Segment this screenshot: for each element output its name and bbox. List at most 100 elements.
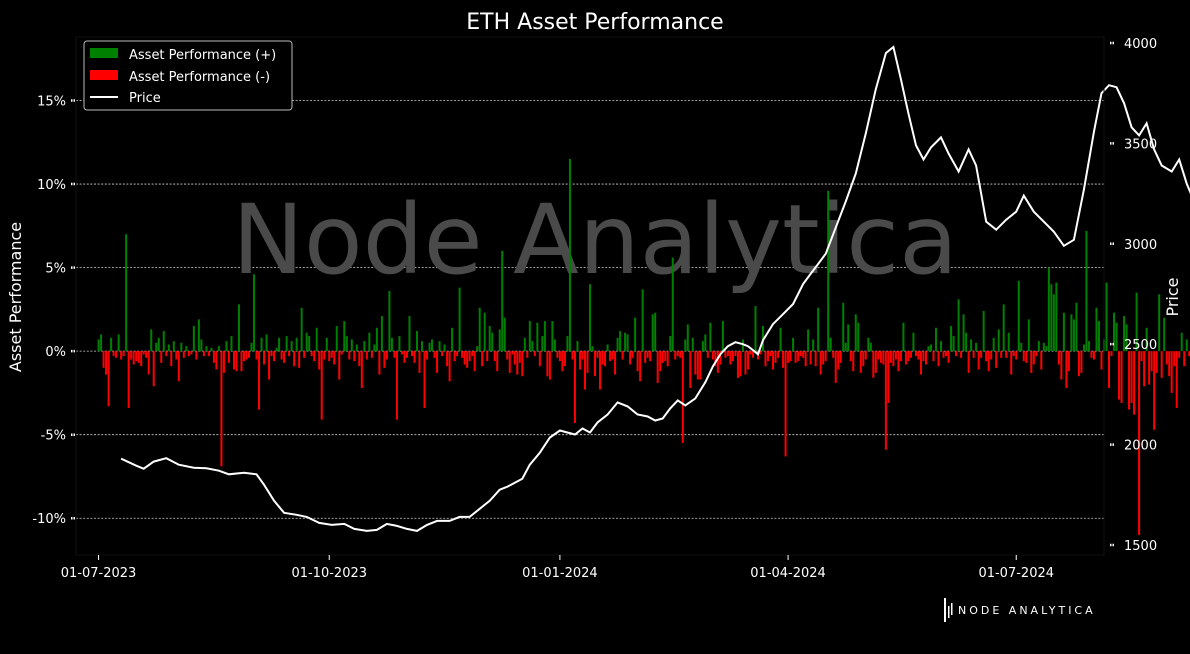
- bar-negative: [395, 351, 398, 420]
- bar-positive: [684, 339, 687, 352]
- bar-positive: [388, 290, 391, 352]
- bar-negative: [659, 351, 662, 372]
- bar-negative: [1022, 351, 1025, 362]
- bar-positive: [488, 326, 491, 352]
- bar-positive: [626, 334, 629, 352]
- bar-positive: [150, 329, 153, 352]
- bar-positive: [205, 346, 208, 352]
- bar-negative: [1108, 351, 1111, 388]
- bar-positive: [531, 341, 534, 352]
- bar-negative: [990, 351, 993, 360]
- bar-negative: [862, 351, 865, 367]
- bar-negative: [1032, 351, 1035, 365]
- bar-negative: [423, 351, 426, 408]
- y-right-axis-label: Price: [1163, 277, 1182, 316]
- bar-positive: [568, 158, 571, 352]
- bar-positive: [965, 332, 968, 352]
- bar-negative: [804, 351, 807, 367]
- bar-negative: [837, 351, 840, 370]
- bar-negative: [716, 351, 719, 373]
- bar-positive: [421, 341, 424, 352]
- bar-positive: [829, 337, 832, 352]
- bar-negative: [463, 351, 466, 365]
- bar-negative: [711, 351, 714, 360]
- legend-swatch-negative: [90, 70, 118, 80]
- bar-negative: [436, 351, 439, 373]
- bar-positive: [857, 322, 860, 352]
- bar-positive: [1002, 304, 1005, 352]
- bar-negative: [586, 351, 589, 373]
- bar-positive: [1163, 317, 1166, 352]
- bar-positive: [97, 339, 100, 352]
- bar-negative: [1173, 351, 1176, 367]
- bar-positive: [192, 326, 195, 352]
- bar-negative: [849, 351, 852, 362]
- bar-negative: [1178, 351, 1181, 358]
- bar-negative: [152, 351, 155, 387]
- bar-negative: [764, 351, 767, 367]
- bar-negative: [400, 351, 403, 355]
- bar-negative: [338, 351, 341, 380]
- y-right-tick-label: 1500: [1124, 539, 1157, 554]
- bar-positive: [654, 312, 657, 352]
- bar-negative: [288, 351, 291, 357]
- bar-negative: [1077, 351, 1080, 377]
- bar-positive: [591, 346, 594, 352]
- bar-positive: [847, 324, 850, 352]
- bar-positive: [927, 346, 930, 352]
- bar-negative: [1160, 351, 1163, 378]
- logo-mark-bar-3: [951, 603, 953, 615]
- bar-negative: [644, 351, 647, 363]
- bar-negative: [466, 351, 469, 368]
- bar-negative: [824, 351, 827, 362]
- bar-negative: [864, 351, 867, 360]
- bar-negative: [674, 351, 677, 360]
- bar-positive: [180, 342, 183, 352]
- bar-positive: [265, 334, 268, 352]
- bar-positive: [210, 347, 213, 352]
- bar-negative: [546, 351, 549, 377]
- bar-positive: [935, 327, 938, 352]
- x-tick-label: 01-10-2023: [291, 566, 367, 581]
- bar-negative: [558, 351, 561, 362]
- bar-negative: [310, 351, 313, 357]
- bar-negative: [599, 351, 602, 390]
- bar-negative: [1005, 351, 1008, 358]
- bar-negative: [1057, 351, 1060, 365]
- bar-positive: [1062, 312, 1065, 352]
- bar-positive: [157, 337, 160, 352]
- bar-negative: [802, 351, 805, 358]
- bar-negative: [822, 351, 825, 365]
- bar-positive: [415, 331, 418, 352]
- bar-positive: [1055, 282, 1058, 352]
- bar-negative: [604, 351, 607, 367]
- bar-positive: [754, 306, 757, 352]
- bar-positive: [1158, 294, 1161, 352]
- bar-positive: [566, 336, 569, 352]
- bar-negative: [1092, 351, 1095, 360]
- bar-positive: [1115, 322, 1118, 352]
- bar-negative: [1100, 351, 1103, 370]
- bar-negative: [273, 351, 276, 362]
- bar-positive: [335, 326, 338, 352]
- bar-negative: [456, 351, 459, 357]
- bar-negative: [726, 351, 729, 357]
- bar-negative: [235, 351, 238, 372]
- bar-positive: [1185, 339, 1188, 352]
- bar-negative: [1188, 351, 1190, 357]
- bar-positive: [1070, 314, 1073, 352]
- bar-negative: [175, 351, 178, 360]
- bar-negative: [706, 351, 709, 358]
- legend-label-negative: Asset Performance (-): [129, 70, 270, 85]
- bar-positive: [1037, 341, 1040, 352]
- bar-negative: [107, 351, 110, 407]
- bar-negative: [227, 351, 230, 363]
- bar-negative: [581, 351, 584, 360]
- bar-positive: [975, 342, 978, 352]
- legend-box: [83, 40, 293, 111]
- bar-negative: [787, 351, 790, 363]
- bar-positive: [709, 322, 712, 352]
- bar-positive: [541, 336, 544, 352]
- bar-positive: [842, 302, 845, 352]
- bar-negative: [772, 351, 775, 370]
